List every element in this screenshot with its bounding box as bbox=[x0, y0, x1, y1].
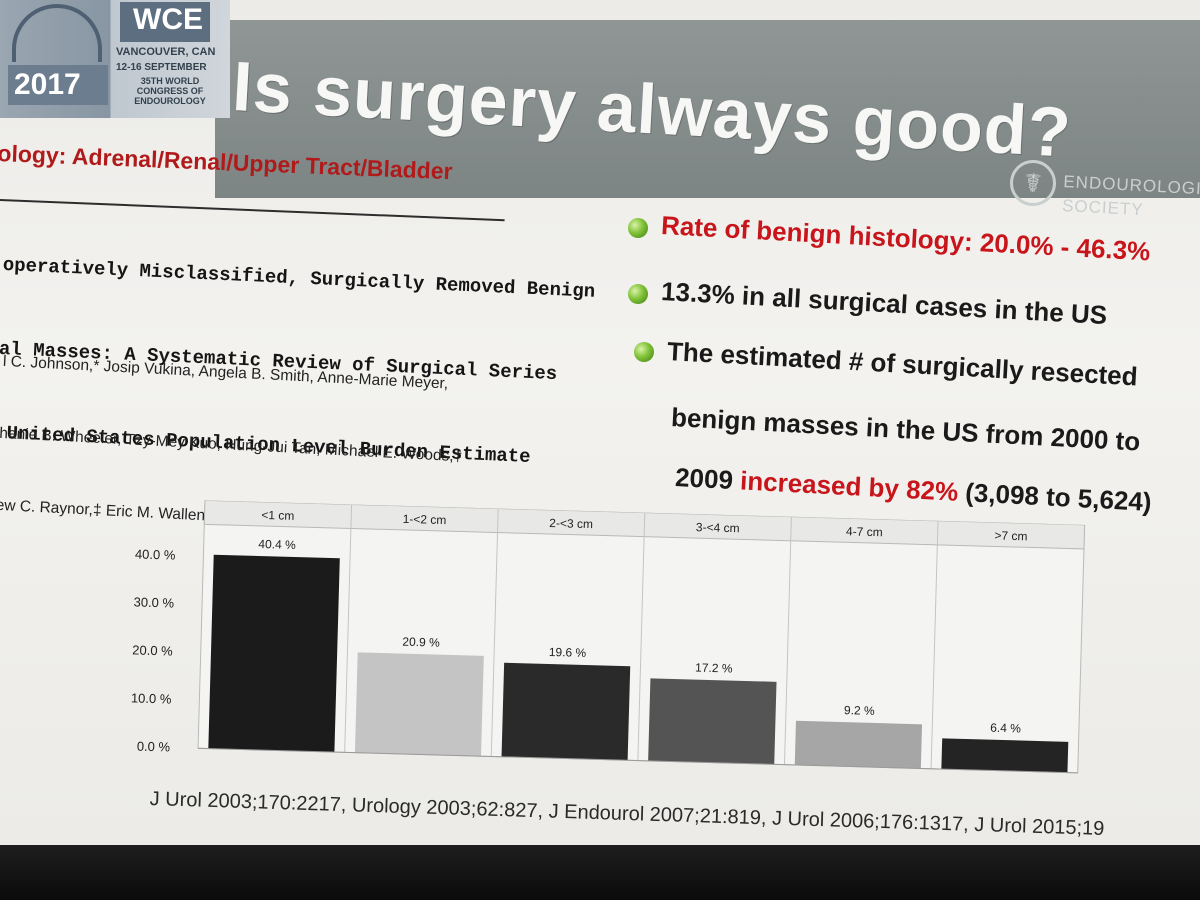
column-divider bbox=[344, 504, 353, 753]
green-bullet-icon bbox=[634, 342, 654, 362]
bridge-icon bbox=[12, 4, 102, 62]
category-label: 1-<2 cm bbox=[402, 512, 446, 527]
bar-value-label: 17.2 % bbox=[695, 661, 733, 676]
logo-congress: 35TH WORLD CONGRESS OF ENDOUROLOGY bbox=[134, 76, 206, 106]
logo-wce-box bbox=[120, 2, 210, 42]
category-label: 3-<4 cm bbox=[696, 520, 740, 535]
column-divider bbox=[637, 512, 646, 761]
line3-end: (3,098 to 5,624) bbox=[957, 476, 1153, 517]
society-name: ENDOUROLOGICAL SOCIETY bbox=[1061, 171, 1200, 220]
bar bbox=[354, 652, 484, 757]
line3-start: 2009 bbox=[674, 462, 741, 496]
bullet-surgical-cases: 13.3% in all surgical cases in the US bbox=[660, 276, 1108, 331]
bar-value-label: 20.9 % bbox=[402, 635, 440, 650]
bar bbox=[208, 554, 340, 753]
category-label: 4-7 cm bbox=[846, 524, 883, 539]
logo-dates: 12-16 SEPTEMBER bbox=[116, 62, 207, 73]
line3-highlight: increased by 82% bbox=[739, 465, 959, 507]
category-label: <1 cm bbox=[261, 508, 294, 523]
category-label: 2-<3 cm bbox=[549, 516, 593, 531]
bullet-estimated-masses: The estimated # of surgically resected bbox=[666, 336, 1139, 392]
y-tick-label: 0.0 % bbox=[137, 739, 171, 755]
logo-wce-text: WCE bbox=[133, 3, 203, 36]
bullet-estimated-masses-line3: 2009 increased by 82% (3,098 to 5,624) bbox=[674, 462, 1152, 518]
bar-value-label: 40.4 % bbox=[258, 537, 296, 552]
projector-bottom-edge bbox=[0, 845, 1200, 900]
column-divider bbox=[783, 516, 792, 765]
paper-title-line: operatively Misclassified, Surgically Re… bbox=[2, 253, 596, 303]
bar bbox=[648, 678, 777, 765]
y-tick-label: 10.0 % bbox=[131, 690, 172, 706]
bar bbox=[941, 738, 1069, 773]
title-band bbox=[215, 20, 1200, 198]
y-tick-label: 20.0 % bbox=[132, 642, 173, 658]
author-line: l C. Johnson,* Josip Vukina, Angela B. S… bbox=[2, 352, 449, 393]
x-axis-line bbox=[198, 747, 1078, 774]
green-bullet-icon bbox=[628, 284, 648, 304]
logo-year-box bbox=[8, 65, 108, 105]
footer-references: J Urol 2003;170:2217, Urology 2003;62:82… bbox=[149, 788, 1105, 840]
y-tick-label: 30.0 % bbox=[133, 594, 174, 610]
green-bullet-icon bbox=[628, 218, 648, 238]
wce-logo: 2017 WCE VANCOUVER, CAN 12-16 SEPTEMBER … bbox=[0, 0, 230, 118]
bar bbox=[501, 662, 631, 761]
bar-value-label: 19.6 % bbox=[549, 645, 587, 660]
author-line: hanie B. Wheeler, Tzy-Mey Kuo, Hung-Jui … bbox=[0, 424, 463, 466]
column-divider bbox=[930, 520, 939, 769]
logo-city: VANCOUVER, CAN bbox=[116, 46, 216, 58]
category-label: >7 cm bbox=[994, 528, 1027, 543]
bar-value-label: 6.4 % bbox=[990, 721, 1021, 736]
bullet-estimated-masses-line2: benign masses in the US from 2000 to bbox=[670, 402, 1141, 457]
bar bbox=[794, 720, 923, 769]
benign-rate-by-size-chart: <1 cm 40.4 % 1-<2 cm 20.9 % 2-<3 cm 19.6 % 3-<… bbox=[131, 499, 1086, 774]
logo-year: 2017 bbox=[14, 68, 81, 101]
y-tick-label: 40.0 % bbox=[135, 546, 176, 562]
bar-value-label: 9.2 % bbox=[844, 703, 875, 718]
column-divider bbox=[490, 508, 499, 757]
